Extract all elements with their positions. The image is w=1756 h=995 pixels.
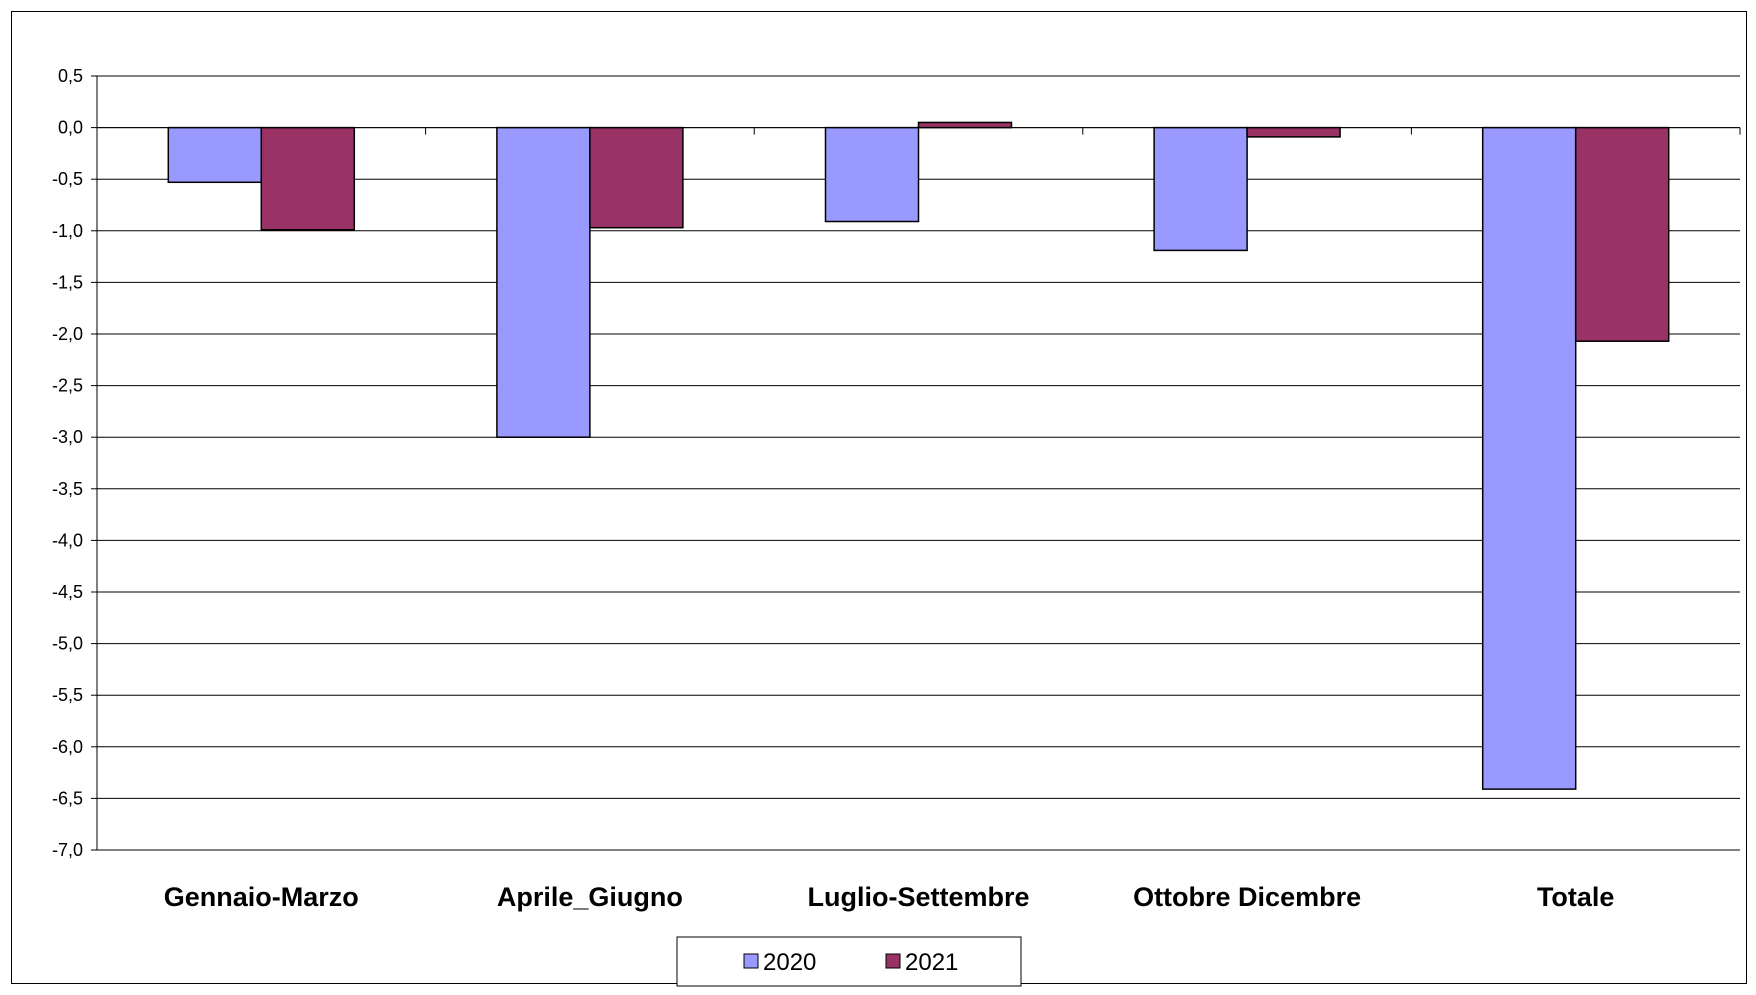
y-tick-label: -6,5 bbox=[52, 788, 83, 808]
bar-2020-3 bbox=[1153, 126, 1248, 252]
y-tick-label: -3,0 bbox=[52, 427, 83, 447]
x-axis-labels: Gennaio-Marzo Aprile_Giugno Luglio-Settemb… bbox=[164, 882, 1615, 912]
bar-2020-0 bbox=[167, 126, 263, 184]
y-tick-label: -4,0 bbox=[52, 530, 83, 550]
y-tick-label: -6,0 bbox=[52, 737, 83, 757]
bars bbox=[167, 121, 1670, 790]
bar-2021-3 bbox=[1246, 126, 1341, 138]
y-tick-label: -5,5 bbox=[52, 685, 83, 705]
axes bbox=[96, 76, 1741, 850]
bar-2020-1 bbox=[496, 126, 591, 438]
y-tick-label: 0,0 bbox=[58, 118, 83, 138]
legend-box bbox=[676, 936, 1022, 987]
category-label: Luglio-Settembre bbox=[807, 882, 1029, 912]
y-tick-label: -1,5 bbox=[52, 272, 83, 292]
y-tick-label: -2,0 bbox=[52, 324, 83, 344]
legend-label-2021: 2021 bbox=[905, 949, 958, 976]
y-tick-label: -0,5 bbox=[52, 169, 83, 189]
category-label: Ottobre Dicembre bbox=[1133, 882, 1361, 912]
y-axis-ticks: 0,5 0,0 -0,5 -1,0 -1,5 -2,0 -2,5 -3,0 -3,5 -4,0 -4… bbox=[52, 66, 97, 860]
legend-swatch-2020 bbox=[743, 953, 759, 969]
bar-2021-0 bbox=[260, 126, 356, 231]
y-tick-label: 0,5 bbox=[58, 66, 83, 86]
bar-2020-4 bbox=[1481, 126, 1577, 790]
bar-2021-1 bbox=[589, 126, 684, 229]
bar-2020-2 bbox=[824, 126, 920, 223]
category-label: Totale bbox=[1537, 882, 1615, 912]
bar-2021-2 bbox=[917, 121, 1013, 129]
y-tick-label: -3,5 bbox=[52, 479, 83, 499]
y-tick-label: -5,0 bbox=[52, 634, 83, 654]
gridlines bbox=[97, 75, 1740, 851]
bar-2021-4 bbox=[1574, 126, 1670, 342]
legend: 2020 2021 bbox=[676, 936, 1022, 987]
legend-swatch-2021 bbox=[885, 953, 901, 969]
category-label: Aprile_Giugno bbox=[497, 882, 683, 912]
y-tick-label: -7,0 bbox=[52, 840, 83, 860]
y-tick-label: -2,5 bbox=[52, 376, 83, 396]
y-tick-label: -1,0 bbox=[52, 221, 83, 241]
legend-label-2020: 2020 bbox=[763, 949, 816, 976]
y-tick-label: -4,5 bbox=[52, 582, 83, 602]
category-label: Gennaio-Marzo bbox=[164, 882, 359, 912]
